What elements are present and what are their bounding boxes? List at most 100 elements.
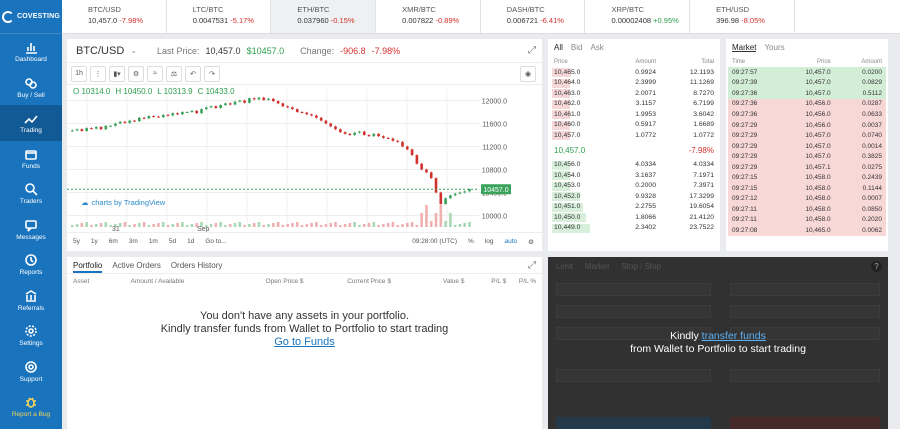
nav-item-funds[interactable]: Funds bbox=[0, 141, 62, 177]
ticker-ltc-btc[interactable]: LTC/BTC 0.0047531 -5.17% bbox=[167, 0, 272, 33]
depth-bar bbox=[552, 192, 580, 201]
ask-row[interactable]: 10,460.0 0.5917 1.6689 bbox=[548, 120, 720, 131]
period-button[interactable]: 6m bbox=[108, 238, 118, 245]
more-icon[interactable]: ⋮ bbox=[90, 65, 106, 82]
indicators-icon[interactable]: ≈ bbox=[147, 65, 163, 82]
gear-icon[interactable]: ⚙ bbox=[528, 238, 534, 246]
nav-label: Trading bbox=[20, 127, 42, 135]
ask-row[interactable]: 10,461.0 1.9953 3.6042 bbox=[548, 109, 720, 120]
scale-log-button[interactable]: log bbox=[484, 238, 494, 245]
help-icon[interactable]: ? bbox=[871, 261, 882, 272]
camera-icon[interactable]: ◉ bbox=[520, 65, 536, 82]
period-button[interactable]: Go to... bbox=[205, 238, 227, 245]
order-book-tab[interactable]: All bbox=[554, 43, 563, 52]
gear-icon[interactable]: ⚙ bbox=[128, 65, 144, 82]
bid-row[interactable]: 10,449.0 2.3402 23.7522 bbox=[548, 223, 720, 234]
tradingview-watermark[interactable]: ☁ charts by TradingView bbox=[81, 198, 165, 207]
order-book-tab[interactable]: Ask bbox=[590, 43, 604, 52]
ticker-eth-btc[interactable]: ETH/BTC 0.037960 -0.15% bbox=[271, 0, 377, 33]
volume-bar bbox=[166, 225, 170, 227]
ticker-eth-usd[interactable]: ETH/USD 396.98 -8.05% bbox=[690, 0, 795, 33]
period-button[interactable]: 1d bbox=[187, 238, 195, 245]
ticker-xrp-btc[interactable]: XRP/BTC 0.00002408 +0.95% bbox=[585, 0, 691, 33]
market-tab[interactable]: Yours bbox=[764, 43, 785, 52]
ticker-price-row: 0.006721 -6.41% bbox=[507, 16, 585, 25]
nav-item-buy-sell[interactable]: Buy / Sell bbox=[0, 70, 62, 106]
order-total: 7.1971 bbox=[693, 171, 714, 179]
ask-row[interactable]: 10,457.0 1.0772 1.0772 bbox=[548, 130, 720, 141]
portfolio-tab[interactable]: Orders History bbox=[170, 261, 223, 270]
last-price-usd: $10457.0 bbox=[246, 45, 285, 56]
volume-bar bbox=[262, 225, 266, 227]
transfer-funds-link[interactable]: transfer funds bbox=[701, 330, 766, 342]
order-price: 10,464.0 bbox=[554, 79, 581, 87]
chevron-down-icon[interactable]: ⌄ bbox=[130, 46, 137, 55]
symbol-selector[interactable]: BTC/USD bbox=[76, 44, 125, 57]
period-button[interactable]: 1m bbox=[148, 238, 158, 245]
ask-row[interactable]: 10,464.0 2.3999 11.1269 bbox=[548, 78, 720, 89]
ticker-xmr-btc[interactable]: XMR/BTC 0.007822 -0.89% bbox=[376, 0, 481, 33]
sidebar: COVESTING Dashboard Buy / Sell Trading Fund… bbox=[0, 0, 62, 429]
ask-row[interactable]: 10,462.0 3.1157 6.7199 bbox=[548, 99, 720, 110]
nav-item-referrals[interactable]: Referrals bbox=[0, 283, 62, 319]
bid-row[interactable]: 10,452.0 9.9328 17.3299 bbox=[548, 191, 720, 202]
last-price: 10,457.0 bbox=[205, 45, 241, 56]
portfolio-tab[interactable]: Active Orders bbox=[112, 261, 161, 270]
volume-bar bbox=[319, 225, 323, 227]
nav-item-dashboard[interactable]: Dashboard bbox=[0, 34, 62, 70]
candle-chart-svg[interactable]: 12000.011600.011200.010800.010400.010000… bbox=[67, 85, 542, 233]
order-amount: 4.0334 bbox=[635, 161, 656, 169]
bid-row[interactable]: 10,456.0 4.0334 4.0334 bbox=[548, 160, 720, 171]
compare-icon[interactable]: ⚖ bbox=[166, 65, 182, 82]
ask-row[interactable]: 10,463.0 2.0071 8.7270 bbox=[548, 88, 720, 99]
volume-bar bbox=[214, 223, 218, 227]
nav-item-support[interactable]: Support bbox=[0, 354, 62, 390]
go-to-funds-link[interactable]: Go to Funds bbox=[274, 336, 335, 348]
order-book-tab[interactable]: Bid bbox=[570, 43, 583, 52]
portfolio-tab[interactable]: Portfolio bbox=[73, 261, 103, 273]
candle-body bbox=[305, 112, 309, 115]
ticker-change: -0.15% bbox=[330, 16, 355, 25]
nav-item-trading[interactable]: Trading bbox=[0, 105, 62, 141]
trade-price: 10,456.0 bbox=[805, 100, 831, 108]
brand-logo[interactable]: COVESTING bbox=[0, 0, 62, 34]
redo-icon[interactable]: ↷ bbox=[204, 65, 220, 82]
nav-item-reports[interactable]: Reports bbox=[0, 247, 62, 283]
interval-select[interactable]: 1h bbox=[71, 65, 87, 82]
price-chart[interactable]: 12000.011600.011200.010800.010400.010000… bbox=[67, 85, 542, 233]
nav-item-report-a-bug[interactable]: Report a Bug bbox=[0, 389, 62, 425]
scale-pct-button[interactable]: % bbox=[468, 238, 474, 245]
ticker-btc-usd[interactable]: BTC/USD 10,457.0 -7.98% bbox=[62, 0, 167, 33]
ask-row[interactable]: 10,465.0 0.9924 12.1193 bbox=[548, 67, 720, 78]
candles-icon[interactable]: ▮▾ bbox=[109, 65, 125, 82]
period-button[interactable]: 3m bbox=[128, 238, 138, 245]
x-tick-label: 31 bbox=[112, 226, 120, 232]
ticker-price: 0.037960 bbox=[297, 16, 329, 25]
nav-item-traders[interactable]: Traders bbox=[0, 176, 62, 212]
trade-time: 09:27:36 bbox=[732, 89, 758, 97]
period-button[interactable]: 1y bbox=[90, 238, 98, 245]
period-button[interactable]: 5d bbox=[168, 238, 177, 245]
scale-auto-button[interactable]: auto bbox=[504, 238, 518, 245]
undo-icon[interactable]: ↶ bbox=[185, 65, 201, 82]
period-button[interactable]: 5y bbox=[73, 238, 80, 245]
market-tab[interactable]: Market bbox=[732, 43, 757, 52]
bid-row[interactable]: 10,453.0 0.2000 7.3971 bbox=[548, 181, 720, 192]
candle-body bbox=[138, 117, 141, 122]
bid-row[interactable]: 10,450.0 1.8066 21.4120 bbox=[548, 212, 720, 223]
expand-icon[interactable]: ⤢ bbox=[528, 45, 536, 56]
ticker-price: 0.007822 bbox=[402, 16, 434, 25]
bid-row[interactable]: 10,451.0 2.2755 19.6054 bbox=[548, 202, 720, 213]
bid-row[interactable]: 10,454.0 3.1637 7.1971 bbox=[548, 170, 720, 181]
nav-item-settings[interactable]: Settings bbox=[0, 318, 62, 354]
mid-change: -7.98% bbox=[688, 145, 714, 155]
order-price: 10,461.0 bbox=[554, 110, 581, 118]
nav-item-messages[interactable]: Messages bbox=[0, 212, 62, 248]
candle-body bbox=[468, 189, 471, 192]
order-total: 17.3299 bbox=[689, 192, 714, 200]
nav-label: Buy / Sell bbox=[17, 91, 45, 99]
ticker-price: 396.98 bbox=[716, 16, 740, 25]
ticker-dash-btc[interactable]: DASH/BTC 0.006721 -6.41% bbox=[481, 0, 586, 33]
expand-icon[interactable]: ⤢ bbox=[528, 260, 536, 271]
volume-bar bbox=[90, 225, 93, 227]
